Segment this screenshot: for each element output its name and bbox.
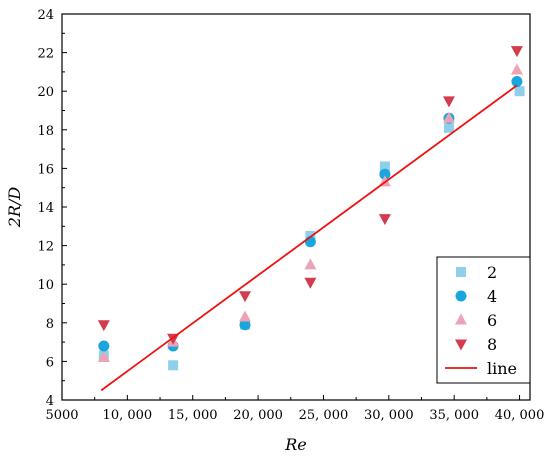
legend-label: 4 bbox=[487, 287, 497, 306]
x-tick-label: 40, 000 bbox=[495, 408, 545, 423]
y-tick-label: 20 bbox=[37, 85, 54, 100]
legend-item-2: 2 bbox=[456, 263, 497, 282]
data-point bbox=[239, 291, 252, 303]
x-tick-label: 30, 000 bbox=[364, 408, 414, 423]
fit-line bbox=[100, 84, 518, 392]
data-point bbox=[168, 360, 179, 371]
y-tick-label: 18 bbox=[37, 124, 54, 139]
y-axis-title: 2R/D bbox=[5, 187, 24, 229]
data-point bbox=[511, 76, 523, 88]
y-tick-label: 10 bbox=[37, 278, 54, 293]
x-tick-label: 25, 000 bbox=[299, 408, 349, 423]
data-point bbox=[98, 340, 110, 352]
legend-label: 2 bbox=[487, 263, 497, 282]
legend-item-8: 8 bbox=[455, 335, 497, 354]
data-point bbox=[443, 122, 454, 133]
data-point bbox=[304, 258, 317, 270]
legend-item-4: 4 bbox=[455, 287, 497, 306]
data-point bbox=[379, 168, 391, 180]
legend-item-line: line bbox=[445, 359, 517, 378]
data-point bbox=[442, 96, 455, 108]
x-tick-label: 10, 000 bbox=[103, 408, 153, 423]
data-point bbox=[378, 214, 391, 226]
x-tick-label: 5000 bbox=[45, 408, 78, 423]
y-tick-label: 24 bbox=[37, 8, 54, 23]
legend-swatch bbox=[455, 313, 467, 325]
series-6 bbox=[97, 63, 523, 363]
legend-swatch bbox=[456, 267, 466, 277]
data-point bbox=[239, 310, 252, 322]
data-point bbox=[239, 319, 251, 331]
legend-swatch bbox=[455, 290, 467, 302]
data-point bbox=[97, 351, 110, 363]
data-point bbox=[442, 111, 455, 123]
y-tick-label: 4 bbox=[46, 394, 54, 409]
data-point bbox=[379, 161, 390, 172]
legend-item-6: 6 bbox=[455, 311, 497, 330]
legend-label: 6 bbox=[487, 311, 497, 330]
y-tick-label: 22 bbox=[37, 47, 54, 62]
x-tick-label: 35, 000 bbox=[429, 408, 479, 423]
data-point bbox=[514, 86, 525, 97]
legend-swatch bbox=[455, 339, 467, 351]
data-point bbox=[97, 320, 110, 332]
y-tick-label: 14 bbox=[37, 201, 54, 216]
legend-box bbox=[436, 256, 531, 384]
y-tick-label: 8 bbox=[46, 317, 54, 332]
legend-label: line bbox=[487, 359, 517, 378]
legend: 2 4 6 8 line bbox=[436, 256, 531, 384]
y-tick-label: 16 bbox=[37, 162, 54, 177]
data-point bbox=[510, 63, 523, 75]
x-tick-label: 15, 000 bbox=[168, 408, 218, 423]
y-tick-label: 6 bbox=[46, 355, 54, 370]
data-point bbox=[510, 46, 523, 58]
x-tick-label: 20, 000 bbox=[233, 408, 283, 423]
series-line bbox=[100, 84, 518, 392]
data-point bbox=[304, 277, 317, 289]
x-axis-title: Re bbox=[284, 435, 307, 454]
legend-label: 8 bbox=[487, 335, 497, 354]
y-tick-label: 12 bbox=[37, 240, 54, 255]
